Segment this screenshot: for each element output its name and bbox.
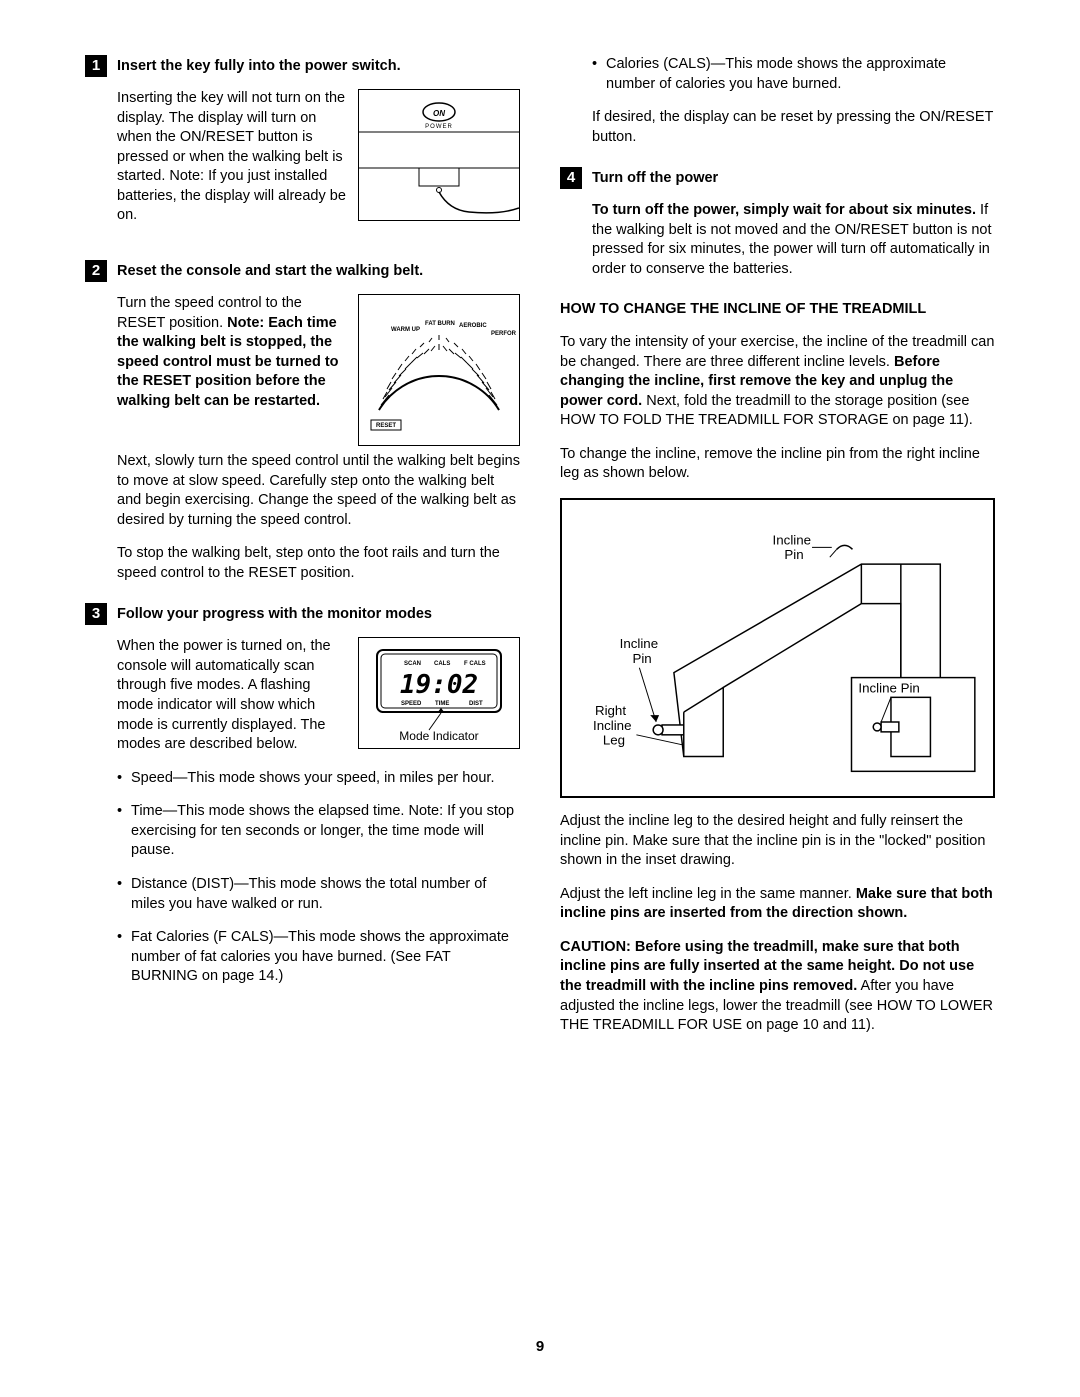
svg-text:Pin: Pin [784, 547, 803, 562]
mode-item: Calories (CALS)—This mode shows the appr… [592, 55, 995, 94]
step-title: Reset the console and start the walking … [117, 260, 423, 282]
step-2-header: 2 Reset the console and start the walkin… [85, 260, 520, 282]
reset-display-text: If desired, the display can be reset by … [592, 108, 995, 147]
manual-page: 1 Insert the key fully into the power sw… [0, 0, 1080, 1397]
label-right-incline-leg: Right [595, 703, 626, 718]
step-number: 4 [560, 167, 582, 189]
svg-text:FAT BURN: FAT BURN [425, 321, 455, 327]
power-switch-figure: ON POWER [358, 89, 520, 221]
page-number: 9 [85, 1337, 995, 1357]
step-2-text-2: Next, slowly turn the speed control unti… [117, 452, 520, 530]
mode-item: Time—This mode shows the elapsed time. N… [117, 802, 520, 861]
mode-item: Speed—This mode shows your speed, in mil… [117, 769, 520, 789]
modes-continued: Calories (CALS)—This mode shows the appr… [560, 55, 995, 147]
mode-indicator-caption: Mode Indicator [399, 729, 478, 743]
svg-text:ON: ON [433, 109, 445, 118]
incline-p2: To change the incline, remove the inclin… [560, 445, 995, 484]
svg-text:F CALS: F CALS [464, 661, 486, 667]
step-4-text: To turn off the power, simply wait for a… [592, 201, 995, 279]
step-1-body: ON POWER Inserting the key will not turn… [117, 89, 520, 240]
label-incline-pin-inset: Incline Pin [858, 680, 919, 695]
step-2-body: WARM UP FAT BURN AEROBIC PERFOR RESET [117, 294, 520, 583]
incline-p3: Adjust the incline leg to the desired he… [560, 812, 995, 871]
step-4-body: To turn off the power, simply wait for a… [592, 201, 995, 279]
svg-text:PERFOR: PERFOR [491, 331, 517, 337]
step-3-header: 3 Follow your progress with the monitor … [85, 603, 520, 625]
step-number: 2 [85, 260, 107, 282]
svg-text:POWER: POWER [425, 124, 453, 130]
mode-item: Fat Calories (F CALS)—This mode shows th… [117, 928, 520, 987]
svg-text:TIME: TIME [435, 701, 449, 707]
svg-text:WARM UP: WARM UP [391, 327, 420, 333]
svg-text:Pin: Pin [632, 651, 651, 666]
step-number: 3 [85, 603, 107, 625]
svg-text:Leg: Leg [603, 733, 625, 748]
step-3-body: SCAN CALS F CALS 19:02 SPEED TIME DIST M… [117, 637, 520, 986]
step-2-text-3: To stop the walking belt, step onto the … [117, 544, 520, 583]
incline-p1: To vary the intensity of your exercise, … [560, 333, 995, 431]
step-4-header: 4 Turn off the power [560, 167, 995, 189]
modes-list: Speed—This mode shows your speed, in mil… [117, 769, 520, 987]
monitor-figure: SCAN CALS F CALS 19:02 SPEED TIME DIST M… [358, 637, 520, 749]
svg-text:DIST: DIST [469, 701, 483, 707]
step-title: Turn off the power [592, 167, 718, 189]
left-column: 1 Insert the key fully into the power sw… [85, 55, 520, 1327]
svg-text:19:02: 19:02 [400, 670, 478, 700]
caution-text: CAUTION: Before using the treadmill, mak… [560, 938, 995, 1036]
mode-item: Distance (DIST)—This mode shows the tota… [117, 875, 520, 914]
right-column: Calories (CALS)—This mode shows the appr… [560, 55, 995, 1327]
incline-p4: Adjust the left incline leg in the same … [560, 885, 995, 924]
incline-figure: Incline Pin Incline Pin Right Incline Le… [560, 498, 995, 798]
svg-text:CALS: CALS [434, 661, 450, 667]
svg-text:SCAN: SCAN [404, 661, 421, 667]
step-title: Insert the key fully into the power swit… [117, 55, 401, 77]
step-1-header: 1 Insert the key fully into the power sw… [85, 55, 520, 77]
speed-dial-figure: WARM UP FAT BURN AEROBIC PERFOR RESET [358, 294, 520, 446]
step-title: Follow your progress with the monitor mo… [117, 603, 432, 625]
label-incline-pin-top: Incline [773, 532, 811, 547]
two-column-layout: 1 Insert the key fully into the power sw… [85, 55, 995, 1327]
incline-section-title: HOW TO CHANGE THE INCLINE OF THE TREADMI… [560, 300, 995, 320]
svg-text:RESET: RESET [376, 423, 396, 429]
svg-text:AEROBIC: AEROBIC [459, 323, 487, 329]
svg-text:Incline: Incline [593, 718, 631, 733]
label-incline-pin-left: Incline [620, 636, 658, 651]
svg-text:SPEED: SPEED [401, 701, 422, 707]
step-number: 1 [85, 55, 107, 77]
